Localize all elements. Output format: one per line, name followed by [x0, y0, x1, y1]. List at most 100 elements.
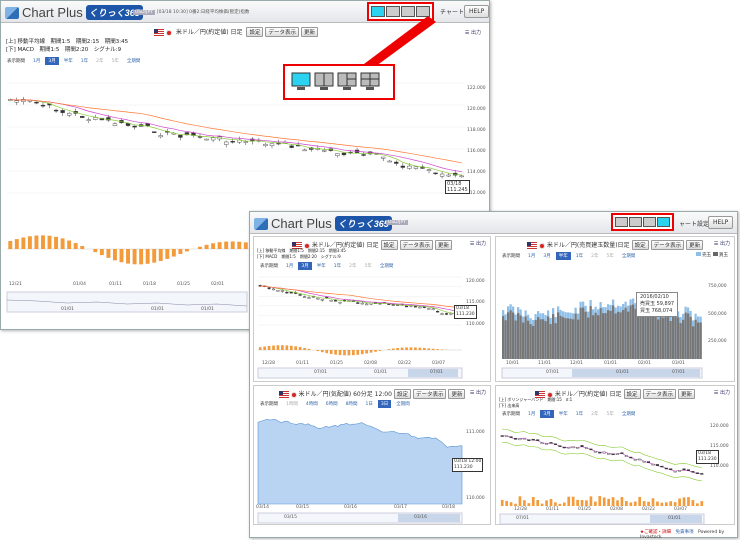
period-1m[interactable]: 1月	[525, 252, 538, 260]
period-all[interactable]: 全期間	[619, 252, 639, 260]
buy-bar	[657, 320, 659, 359]
legend-sell: 売玉	[702, 253, 711, 258]
indicator-legend: [上] 移動平均線 期間1:5 期間2:15 期間3:45 [下] MACD 期…	[6, 38, 128, 54]
y-tick: 250,000	[708, 339, 727, 344]
period-6m[interactable]: 半年	[314, 262, 329, 270]
period-2y[interactable]: 2年	[346, 262, 359, 270]
x-tick: 12/21	[9, 282, 22, 287]
settings-button[interactable]: 設定	[246, 27, 263, 37]
period-4h[interactable]: 4時間	[303, 400, 321, 408]
period-5y[interactable]: 5年	[362, 262, 375, 270]
panel2-output-menu[interactable]: ☰ 出力	[714, 240, 730, 247]
period-6h[interactable]: 6時間	[323, 400, 341, 408]
candle-body	[581, 445, 584, 446]
candle-body	[594, 451, 597, 452]
candle-body	[638, 459, 641, 460]
period-1y[interactable]: 1年	[78, 57, 91, 65]
period-5y[interactable]: 5年	[604, 252, 617, 260]
macd-bar	[113, 249, 117, 260]
app-logo-2: Chart Plus くりっく365	[254, 216, 392, 231]
panel1-output-menu[interactable]: ☰ 出力	[470, 240, 486, 247]
panel4-update-button[interactable]: 更新	[678, 389, 695, 399]
help-button[interactable]: HELP	[464, 5, 489, 18]
panel4-settings-button[interactable]: 設定	[624, 389, 641, 399]
output-menu[interactable]: ☰ 出力	[465, 29, 481, 36]
layout-two-icon-2[interactable]	[629, 217, 642, 227]
period-all[interactable]: 全期間	[619, 410, 639, 418]
candle-body	[365, 304, 368, 305]
buy-bar	[557, 312, 559, 359]
buy-bar	[537, 317, 539, 359]
period-2y[interactable]: 2年	[588, 252, 601, 260]
buy-bar	[515, 321, 517, 359]
panel3-output-menu[interactable]: ☰ 出力	[470, 389, 486, 396]
period-1m[interactable]: 1月	[525, 410, 538, 418]
bollinger-upper	[502, 429, 702, 467]
candle-body	[80, 116, 84, 117]
output-label: 出力	[476, 390, 486, 396]
period-6m[interactable]: 半年	[61, 57, 76, 65]
period-2y[interactable]: 2年	[93, 57, 106, 65]
period-1y[interactable]: 1年	[573, 252, 586, 260]
period-8h[interactable]: 8時間	[343, 400, 361, 408]
macd-bar	[308, 349, 311, 350]
period-5y[interactable]: 5年	[109, 57, 122, 65]
period-all[interactable]: 全期間	[124, 57, 144, 65]
volume-bar	[581, 500, 584, 506]
layout-single-icon-2[interactable]	[615, 217, 628, 227]
data-display-button[interactable]: データ表示	[265, 27, 299, 37]
period-3m[interactable]: 3月	[540, 252, 553, 260]
layout-three-icon-2[interactable]	[643, 217, 656, 227]
volume-bar	[629, 502, 632, 506]
period-3m[interactable]: 3月	[540, 410, 553, 418]
volume-bar	[598, 496, 601, 506]
buy-swatch	[713, 252, 718, 256]
period-3d[interactable]: 3日	[378, 400, 391, 408]
panel2-update-button[interactable]: 更新	[686, 240, 703, 250]
period-1m[interactable]: 1月	[30, 57, 43, 65]
panel2-data-button[interactable]: データ表示	[651, 240, 685, 250]
chart-settings-button-2[interactable]: ャート設定	[679, 217, 709, 230]
buy-bar	[655, 316, 657, 359]
period-1d[interactable]: 1日	[363, 400, 376, 408]
rate-ticker: USD/JPY[03/18 10:30] 0番2:日経平均株価(暫定)指数	[133, 9, 249, 15]
period-2y[interactable]: 2年	[588, 410, 601, 418]
period-all[interactable]: 全期間	[377, 262, 397, 270]
panel3-settings-button[interactable]: 設定	[394, 389, 411, 399]
period-1y[interactable]: 1年	[573, 410, 586, 418]
macd-bar	[401, 348, 404, 350]
candle-body	[661, 466, 664, 467]
layout-four-icon-2[interactable]	[657, 217, 670, 227]
footer-disclaimer-link[interactable]: 免責事項	[676, 530, 694, 535]
period-1y[interactable]: 1年	[331, 262, 344, 270]
macd-bar	[396, 348, 399, 350]
period-1m[interactable]: 1月	[283, 262, 296, 270]
period-6m[interactable]: 半年	[556, 410, 571, 418]
volume-bar	[678, 499, 681, 506]
buy-bar	[610, 311, 612, 359]
period-6m[interactable]: 半年	[556, 252, 571, 260]
period-3m[interactable]: 3月	[45, 57, 58, 65]
panel2-settings-button[interactable]: 設定	[632, 240, 649, 250]
buy-bar	[617, 312, 619, 359]
volume-bar	[687, 497, 690, 506]
period-3m[interactable]: 3月	[298, 262, 311, 270]
panel3-update-button[interactable]: 更新	[448, 389, 465, 399]
update-button[interactable]: 更新	[301, 27, 318, 37]
period-1h[interactable]: 1時間	[283, 400, 301, 408]
panel4-output-menu[interactable]: ☰ 出力	[714, 389, 730, 396]
panel1-settings-button[interactable]: 設定	[381, 240, 398, 250]
macd-bar	[80, 246, 84, 249]
output-label: 出力	[471, 30, 481, 36]
panel3-data-button[interactable]: データ表示	[413, 389, 447, 399]
period-5y[interactable]: 5年	[604, 410, 617, 418]
period-all[interactable]: 全期間	[393, 400, 413, 408]
volume-bar	[585, 500, 588, 506]
panel1-data-button[interactable]: データ表示	[400, 240, 434, 250]
help-button-2[interactable]: HELP	[708, 216, 733, 229]
panel1-update-button[interactable]: 更新	[435, 240, 452, 250]
panel4-data-button[interactable]: データ表示	[643, 389, 677, 399]
x-tick: 12/28	[262, 361, 275, 366]
